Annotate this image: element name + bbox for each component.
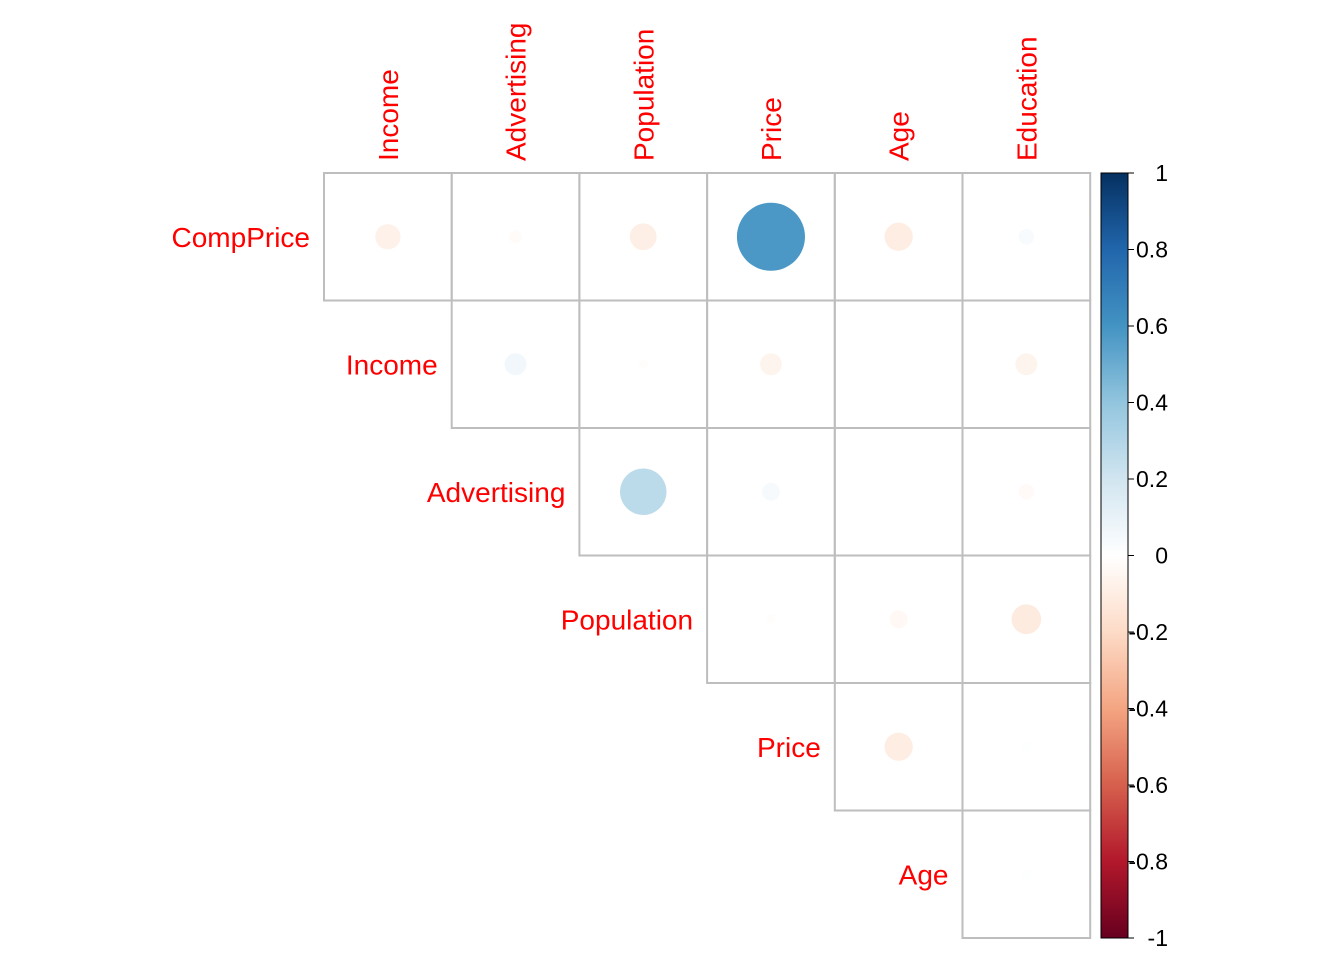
row-label-price: Price xyxy=(757,732,821,763)
col-label-population: Population xyxy=(628,29,659,161)
corr-circle-advertising-population xyxy=(620,468,667,515)
legend-color-bar xyxy=(1100,172,1129,939)
legend-tick-label: -1 xyxy=(1148,925,1168,951)
row-label-income: Income xyxy=(346,349,438,380)
legend-tick-label: -0.6 xyxy=(1128,772,1168,798)
legend-tick-label: 0.8 xyxy=(1136,237,1168,263)
row-labels: CompPrice Income Advertising Population Pric… xyxy=(172,222,949,891)
corr-circle-compprice-income xyxy=(375,224,401,250)
grid-cell xyxy=(833,299,964,429)
legend-tick-label: 0 xyxy=(1155,543,1168,569)
col-labels: Income Advertising Population Price Age Educa… xyxy=(373,22,1042,161)
col-label-age: Age xyxy=(884,111,915,161)
grid-cell xyxy=(961,809,1092,939)
corr-circle-income-price xyxy=(760,353,782,376)
row-label-compprice: CompPrice xyxy=(172,222,310,253)
row-label-advertising: Advertising xyxy=(427,477,566,508)
corr-circle-price-education xyxy=(1021,742,1031,752)
color-legend: -1 -0.8 -0.6 -0.4 -0.2 0 0.2 0.4 0.6 0.8 1 xyxy=(1100,160,1168,951)
corr-circle-population-education xyxy=(1011,604,1042,635)
legend-tick-label: -0.8 xyxy=(1128,849,1168,875)
corr-circle-income-advertising xyxy=(504,353,527,376)
legend-tick-label: 0.2 xyxy=(1136,466,1168,492)
corr-circle-compprice-education xyxy=(1018,229,1035,245)
grid-cell xyxy=(833,427,964,557)
corr-circle-advertising-education xyxy=(1018,484,1035,500)
corr-circle-compprice-population xyxy=(629,223,657,251)
row-label-population: Population xyxy=(561,604,693,635)
corr-circle-population-price xyxy=(766,614,776,624)
legend-tick-label: 1 xyxy=(1155,160,1168,186)
col-label-income: Income xyxy=(373,69,404,161)
legend-tick-label: 0.6 xyxy=(1136,313,1168,339)
legend-tick-label: 0.4 xyxy=(1136,390,1168,416)
corr-circle-price-age xyxy=(884,732,913,761)
legend-ticks: -1 -0.8 -0.6 -0.4 -0.2 0 0.2 0.4 0.6 0.8 1 xyxy=(1128,160,1168,951)
corr-circle-population-age xyxy=(889,610,908,629)
cells-layer xyxy=(323,172,1092,939)
legend-tick-label: -0.2 xyxy=(1128,619,1168,645)
row-label-age: Age xyxy=(899,859,949,890)
corr-circle-compprice-advertising xyxy=(509,230,522,244)
col-label-education: Education xyxy=(1011,36,1042,161)
corr-circle-income-education xyxy=(1015,353,1038,376)
corr-circle-compprice-age xyxy=(884,222,913,251)
col-label-price: Price xyxy=(756,97,787,161)
corr-circle-age-education xyxy=(1021,869,1031,879)
legend-tick-label: -0.4 xyxy=(1128,696,1168,722)
corr-circle-advertising-price xyxy=(762,482,780,501)
corr-circle-compprice-price xyxy=(736,202,805,271)
col-label-advertising: Advertising xyxy=(501,22,532,161)
corr-circle-income-population xyxy=(638,359,648,369)
